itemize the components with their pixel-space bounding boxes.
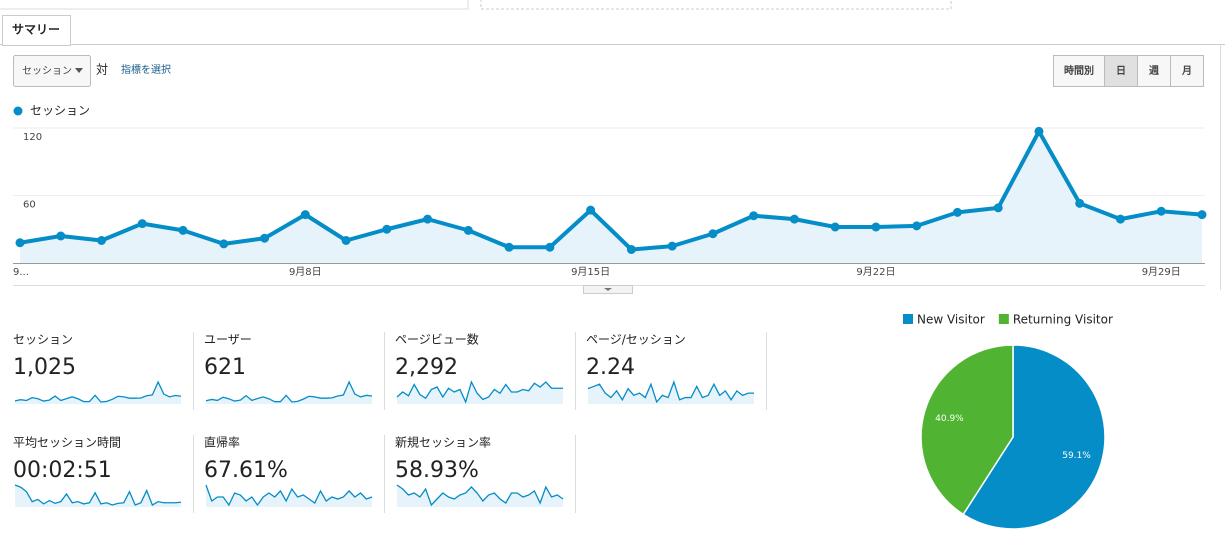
tab[interactable] — [2, 15, 71, 46]
area — [20, 131, 1202, 263]
point — [626, 245, 636, 254]
point — [137, 219, 147, 229]
point — [912, 221, 922, 231]
point — [423, 214, 433, 224]
pie-chart: New Visitor Returning Visitor 59.1% 40.9% — [903, 313, 1113, 530]
scorecard-label: ユーザー — [204, 333, 252, 347]
scorecard-value: 2.24 — [586, 355, 635, 380]
point — [97, 236, 107, 245]
point — [830, 222, 840, 232]
dropdown-arrow — [75, 68, 83, 73]
scorecard-label: 平均セッション時間 — [13, 436, 121, 450]
scorecard-label: ページ/セッション — [586, 333, 686, 347]
sparkline — [396, 484, 564, 507]
versus-label: 対 — [96, 63, 108, 77]
metric-dropdown-label[interactable]: セッション — [22, 65, 72, 77]
point — [300, 210, 310, 220]
point — [56, 231, 66, 241]
granularity-label[interactable]: 時間別 — [1064, 64, 1094, 77]
point — [1197, 210, 1207, 220]
scorecard-value: 67.61% — [204, 458, 288, 483]
point — [789, 214, 799, 224]
y-tick-label: 120 — [23, 132, 42, 143]
point — [1156, 206, 1166, 216]
point — [463, 225, 473, 235]
x-tick-label: 9月8日 — [289, 266, 322, 278]
pie-value-label: 59.1% — [1062, 451, 1091, 461]
point — [545, 242, 555, 252]
point — [871, 222, 881, 232]
granularity-button[interactable] — [1137, 55, 1171, 87]
point — [15, 238, 25, 248]
granularity-button[interactable] — [1104, 55, 1138, 87]
top-field — [480, 0, 952, 10]
scorecard-value: 1,025 — [13, 355, 76, 380]
point — [708, 229, 718, 239]
point — [1115, 214, 1125, 224]
granularity-label[interactable]: 月 — [1181, 65, 1192, 77]
tab-label[interactable]: サマリー — [12, 23, 60, 37]
granularity-button[interactable] — [1053, 55, 1105, 87]
scorecard-value: 2,292 — [395, 355, 458, 380]
sparkline — [396, 380, 563, 404]
legend-marker — [998, 314, 1009, 324]
x-tick-label: 9月22日 — [856, 266, 895, 278]
sparkline-area — [397, 382, 563, 404]
legend-marker — [13, 106, 23, 116]
point — [260, 233, 270, 243]
top-field — [0, 0, 469, 10]
point — [586, 205, 596, 215]
granularity-label[interactable]: 日 — [1116, 65, 1126, 77]
metric-dropdown[interactable] — [13, 55, 91, 87]
line-chart: セッション 60 120 9... 9月8日 9月15日 9月22日 9月29日 — [13, 104, 1207, 278]
scorecard-value: 00:02:51 — [13, 458, 112, 483]
sparkline — [205, 484, 373, 507]
point — [1075, 198, 1085, 208]
granularity-button[interactable] — [1170, 55, 1204, 87]
sparkline — [587, 380, 754, 404]
scorecard-value: 621 — [204, 355, 246, 380]
point — [1034, 126, 1044, 136]
point — [178, 225, 188, 235]
point — [382, 224, 392, 234]
x-tick-label: 9月29日 — [1142, 266, 1181, 278]
scorecard-label: 新規セッション率 — [395, 435, 491, 450]
scorecard-label: 直帰率 — [204, 435, 240, 450]
sparkline-area — [15, 485, 181, 507]
pie-slice — [920, 344, 1014, 516]
pie-slice — [962, 344, 1106, 530]
pie-value-label: 40.9% — [935, 414, 964, 424]
x-tick-label: 9月15日 — [571, 266, 610, 278]
point — [341, 236, 351, 245]
sparkline-area — [397, 485, 563, 507]
legend-label: New Visitor — [917, 313, 985, 327]
granularity-buttons: 時間別 日 週 月 — [1053, 55, 1204, 87]
point — [952, 207, 962, 217]
point — [219, 239, 229, 249]
sparkline — [205, 380, 373, 403]
line — [19, 129, 1203, 252]
granularity-label[interactable]: 週 — [1149, 64, 1160, 77]
scorecards: セッション 1,025 ユーザー 621 ページビュー数 2,292 ページ/セッション 2.… — [13, 332, 767, 513]
sparkline — [14, 484, 182, 506]
point — [749, 211, 759, 221]
point — [993, 203, 1003, 213]
scorecard-value: 58.93% — [395, 458, 479, 483]
y-tick-label: 60 — [23, 200, 36, 211]
sparkline — [14, 380, 182, 403]
select-metric-link[interactable]: 指標を選択 — [121, 63, 171, 76]
resize-arrow — [604, 288, 612, 291]
legend-label: Returning Visitor — [1013, 313, 1113, 327]
point — [667, 241, 677, 251]
point — [504, 242, 514, 252]
scorecard-label: ページビュー数 — [395, 332, 479, 347]
legend-label: セッション — [30, 104, 90, 118]
x-tick-label: 9... — [13, 267, 29, 278]
scorecard-label: セッション — [13, 333, 73, 347]
legend-marker — [903, 314, 913, 324]
